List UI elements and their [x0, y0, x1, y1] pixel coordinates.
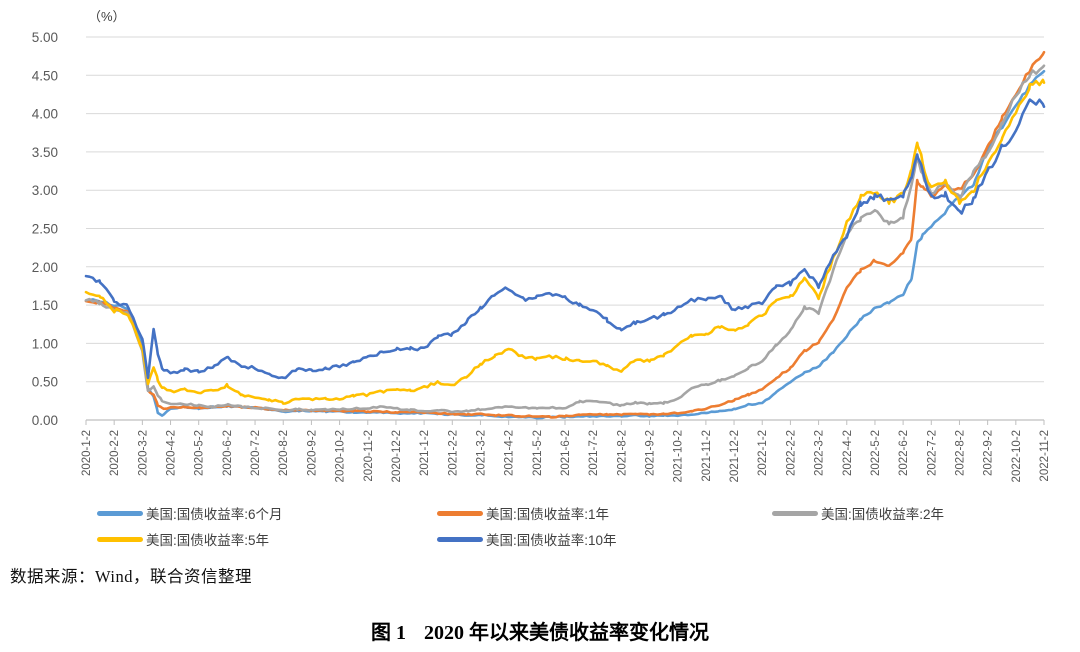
y-axis-tick-label: 2.50 — [32, 222, 58, 237]
x-axis-tick-label: 2020-6-2 — [222, 430, 234, 476]
x-axis-tick-label: 2021-9-2 — [645, 430, 657, 476]
legend-item-1y: 美国:国债收益率:1年 — [437, 503, 609, 523]
series-line-5y — [84, 78, 1046, 405]
legend-label-1y: 美国:国债收益率:1年 — [486, 507, 610, 522]
y-axis-tick-label: 4.00 — [32, 107, 58, 122]
y-axis-tick-label: 1.50 — [32, 298, 58, 313]
x-axis-tick-label: 2020-9-2 — [306, 430, 318, 476]
x-axis-tick-label: 2020-8-2 — [278, 430, 290, 476]
y-axis-tick-label: 1.00 — [32, 336, 58, 351]
legend-swatch-10y — [437, 536, 483, 542]
legend-swatch-2y — [772, 510, 818, 516]
x-axis-tick-label: 2022-9-2 — [983, 430, 995, 476]
series-line-10y — [84, 98, 1046, 380]
y-axis-tick-label: 0.00 — [32, 413, 58, 428]
y-axis-tick-label: 3.00 — [32, 183, 58, 198]
legend-label-10y: 美国:国债收益率:10年 — [486, 533, 617, 548]
y-axis-tick-label: 5.00 — [32, 30, 58, 45]
y-axis-tick-label: 4.50 — [32, 68, 58, 83]
x-axis-tick-label: 2020-4-2 — [166, 430, 178, 476]
data-source-note: 数据来源：Wind，联合资信整理 — [10, 567, 252, 586]
figure-title: 2020 年以来美债收益率变化情况 — [424, 622, 709, 644]
x-axis-tick-label: 2021-2-2 — [447, 430, 459, 476]
series-line-1y — [84, 50, 1046, 419]
x-axis-tick-label: 2020-3-2 — [137, 430, 149, 476]
x-axis-tick-label: 2020-2-2 — [109, 430, 121, 476]
legend-item-2y: 美国:国债收益率:2年 — [772, 503, 944, 523]
x-axis-tick-label: 2021-3-2 — [475, 430, 487, 476]
x-axis-tick-label: 2020-12-2 — [391, 430, 403, 482]
legend-item-10y: 美国:国债收益率:10年 — [437, 529, 617, 549]
x-axis-tick-label: 2021-11-2 — [701, 430, 713, 482]
x-axis-tick-label: 2022-11-2 — [1039, 430, 1051, 482]
legend-swatch-5y — [97, 536, 143, 542]
y-axis-tick-label: 3.50 — [32, 145, 58, 160]
legend-item-6m: 美国:国债收益率:6个月 — [97, 503, 283, 523]
x-axis-tick-label: 2022-8-2 — [954, 430, 966, 476]
x-axis-tick-label: 2021-7-2 — [588, 430, 600, 476]
x-axis-tick-label: 2022-4-2 — [842, 430, 854, 476]
x-axis-tick-label: 2020-11-2 — [363, 430, 375, 482]
x-axis-tick-label: 2022-7-2 — [926, 430, 938, 476]
x-axis-tick-label: 2022-2-2 — [785, 430, 797, 476]
legend-swatch-1y — [437, 510, 483, 516]
x-axis-tick-label: 2021-12-2 — [729, 430, 741, 482]
series-line-2y — [84, 64, 1046, 414]
legend-swatch-6m — [97, 510, 143, 516]
yield-line-chart: 0.00 0.50 1.00 1.50 2.00 2.50 3.00 3.50 4.00 4.50… — [32, 9, 1051, 482]
figure-number: 图 1 — [371, 622, 406, 644]
x-axis-tick-label: 2022-5-2 — [870, 430, 882, 476]
x-axis-tick-label: 2020-7-2 — [250, 430, 262, 476]
figure-caption: 图 1 2020 年以来美债收益率变化情况 — [0, 616, 1080, 645]
x-axis-tick-label: 2021-10-2 — [673, 430, 685, 482]
x-axis-tick-label: 2020-5-2 — [194, 430, 206, 476]
x-axis-tick-label: 2021-4-2 — [504, 430, 516, 476]
x-axis-tick-label: 2021-1-2 — [419, 430, 431, 476]
y-axis-tick-label: 2.00 — [32, 260, 58, 275]
series-line-6m — [84, 69, 1046, 420]
x-axis-tick-label: 2022-10-2 — [1011, 430, 1023, 482]
x-axis-tick-label: 2021-5-2 — [532, 430, 544, 476]
x-axis-tick-label: 2020-10-2 — [335, 430, 347, 482]
x-axis-tick-label: 2022-6-2 — [898, 430, 910, 476]
y-axis-unit-label: （%） — [88, 9, 126, 24]
x-axis-tick-label: 2020-1-2 — [81, 430, 93, 476]
legend-item-5y: 美国:国债收益率:5年 — [97, 529, 269, 549]
x-axis-tick-label: 2022-1-2 — [757, 430, 769, 476]
y-axis-tick-label: 0.50 — [32, 375, 58, 390]
x-axis-tick-label: 2021-8-2 — [616, 430, 628, 476]
legend-label-6m: 美国:国债收益率:6个月 — [146, 507, 283, 522]
x-axis-tick-label: 2022-3-2 — [814, 430, 826, 476]
x-axis-tick-label: 2021-6-2 — [560, 430, 572, 476]
legend-label-5y: 美国:国债收益率:5年 — [146, 533, 270, 548]
legend-label-2y: 美国:国债收益率:2年 — [821, 507, 945, 522]
